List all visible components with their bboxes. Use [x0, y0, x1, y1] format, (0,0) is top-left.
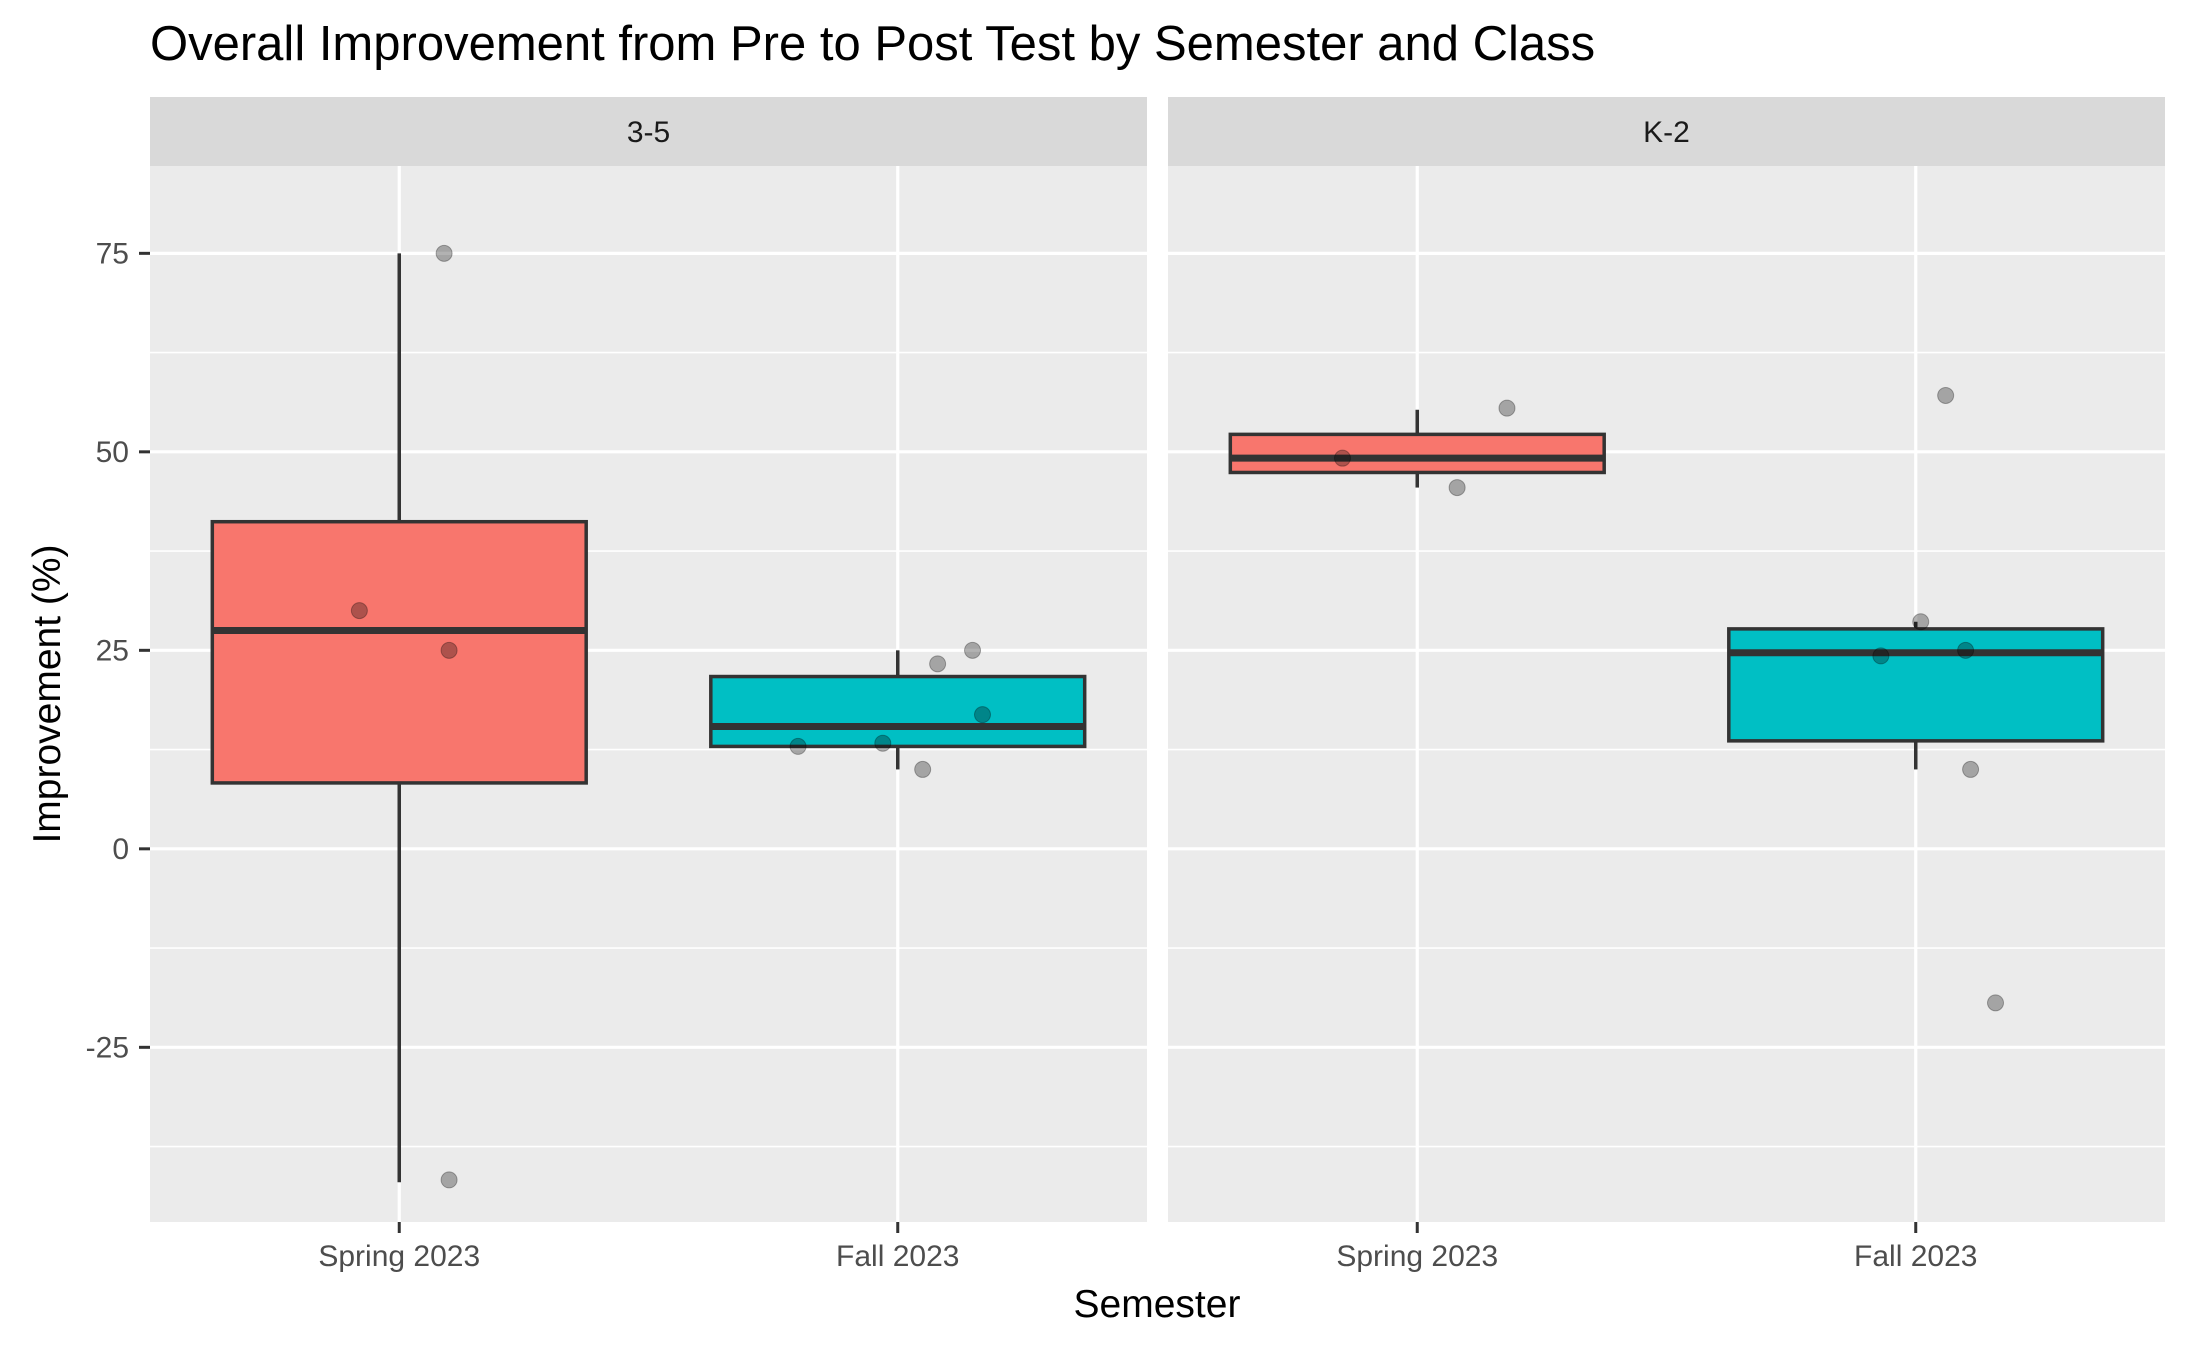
- strip-3-5: [150, 97, 1147, 166]
- x-axis-title: Semester: [1074, 1283, 1241, 1326]
- point-3-5-spring-2023: [435, 244, 453, 262]
- panel-k-2: K-2: [1168, 97, 2165, 1222]
- point-3-5-spring-2023: [350, 602, 368, 620]
- boxes-k-2: [1228, 409, 2105, 770]
- y-tick-label: 50: [96, 436, 129, 469]
- point-k-2-spring-2023: [1448, 479, 1466, 497]
- point-3-5-fall-2023: [964, 641, 982, 659]
- points-3-5: [350, 244, 991, 1189]
- x-tick-label: Spring 2023: [1336, 1240, 1498, 1273]
- y-tick-label: 0: [112, 833, 129, 866]
- point-k-2-fall-2023: [1872, 647, 1890, 665]
- y-tick-label: 75: [96, 237, 129, 270]
- strip-label-k-2: K-2: [1643, 116, 1690, 149]
- y-axis-title: Improvement (%): [26, 544, 69, 843]
- point-3-5-fall-2023: [789, 737, 807, 755]
- y-axis: -25 0 25 50 75: [86, 237, 150, 1064]
- panel-3-5: 3-5: [150, 97, 1147, 1222]
- points-k-2: [1333, 386, 2005, 1012]
- point-3-5-fall-2023: [929, 655, 947, 673]
- point-3-5-fall-2023: [973, 706, 991, 724]
- boxes-3-5: [210, 253, 1087, 1183]
- point-k-2-fall-2023: [1937, 386, 1955, 404]
- point-3-5-fall-2023: [874, 734, 892, 752]
- point-k-2-fall-2023: [1987, 994, 2005, 1012]
- box-3-5-spring-2023: [210, 519, 588, 785]
- point-k-2-spring-2023: [1333, 449, 1351, 467]
- chart-title: Overall Improvement from Pre to Post Tes…: [150, 17, 1595, 71]
- box-3-5-fall-2023: [709, 674, 1087, 749]
- point-k-2-fall-2023: [1957, 641, 1975, 659]
- box-k-2-spring-2023: [1228, 432, 1606, 475]
- x-axis: Spring 2023 Fall 2023 Spring 2023 Fall 2023: [318, 1222, 1977, 1273]
- point-3-5-fall-2023: [914, 760, 932, 778]
- point-3-5-spring-2023: [440, 641, 458, 659]
- x-tick-label: Fall 2023: [836, 1240, 959, 1273]
- x-tick-label: Spring 2023: [318, 1240, 480, 1273]
- strip-label-3-5: 3-5: [627, 116, 670, 149]
- point-k-2-fall-2023: [1962, 760, 1980, 778]
- y-tick-label: -25: [86, 1031, 129, 1064]
- point-3-5-spring-2023: [440, 1171, 458, 1189]
- box-k-2-fall-2023: [1727, 627, 2105, 743]
- point-k-2-fall-2023: [1912, 613, 1930, 631]
- strip-k-2: [1168, 97, 2165, 166]
- x-tick-label: Fall 2023: [1854, 1240, 1977, 1273]
- y-tick-label: 25: [96, 634, 129, 667]
- point-k-2-spring-2023: [1498, 399, 1516, 417]
